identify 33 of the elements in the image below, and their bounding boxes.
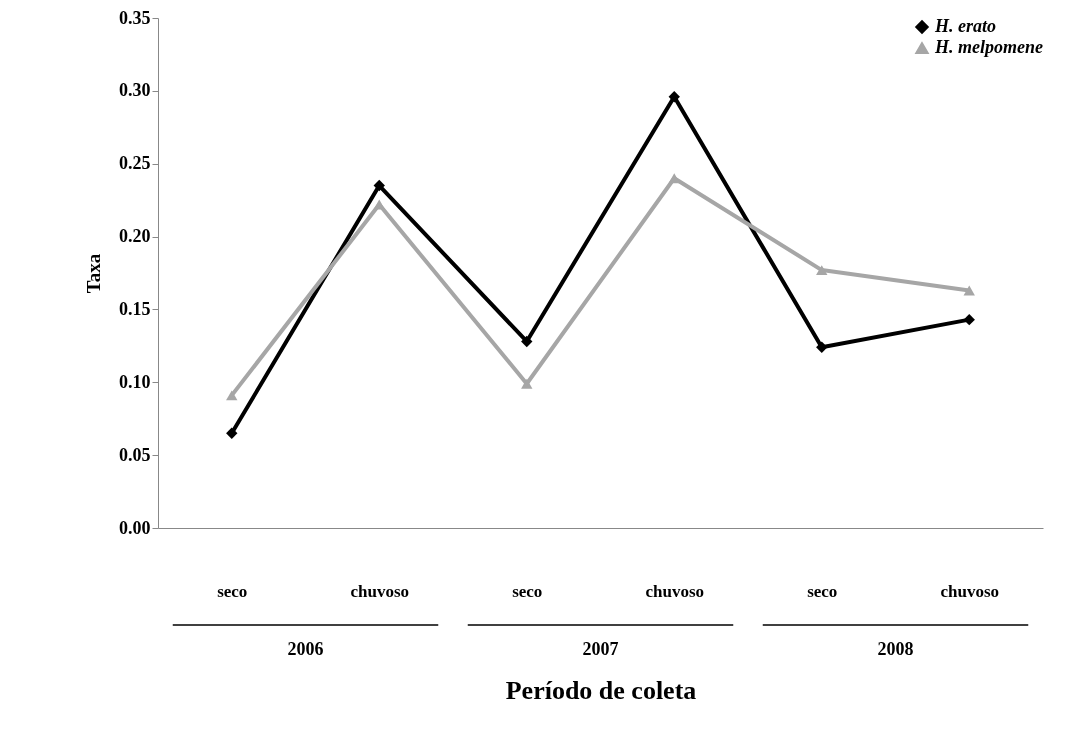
y-tick-label: 0.20: [119, 226, 151, 247]
point: [226, 390, 238, 401]
y-tick-label: 0.10: [119, 371, 151, 392]
legend-label: H. erato: [934, 16, 996, 36]
x-tick-label: chuvoso: [940, 581, 1000, 601]
text: 2006: [287, 639, 324, 659]
point: [816, 341, 828, 354]
x-tick-label: seco: [807, 581, 838, 601]
y-tick-label: 0.35: [119, 7, 151, 28]
point: [668, 90, 680, 103]
point: [521, 378, 533, 389]
y-tick-label: 0.15: [119, 298, 151, 319]
x-axis-title: Período de coleta: [505, 675, 697, 705]
x-tick-label: seco: [512, 581, 543, 601]
point: [668, 173, 680, 184]
x-tick-label: seco: [217, 581, 248, 601]
y-tick-label: 0.25: [119, 153, 151, 174]
text: 2007: [582, 639, 619, 659]
x-tick-label: chuvoso: [350, 581, 410, 601]
point: [373, 179, 385, 192]
point: [963, 285, 975, 296]
point: [226, 427, 238, 439]
legend-label: H. melpomene: [934, 37, 1043, 57]
x-tick-label: chuvoso: [645, 581, 705, 601]
y-axis-title: Taxa: [83, 253, 104, 294]
point: [816, 265, 828, 276]
y-tick-label: 0.00: [119, 517, 151, 538]
text: 2008: [877, 639, 914, 659]
y-tick-label: 0.05: [119, 444, 151, 465]
point: [521, 335, 533, 348]
point: [373, 199, 385, 210]
point: [963, 313, 975, 326]
y-tick-label: 0.30: [119, 80, 151, 101]
